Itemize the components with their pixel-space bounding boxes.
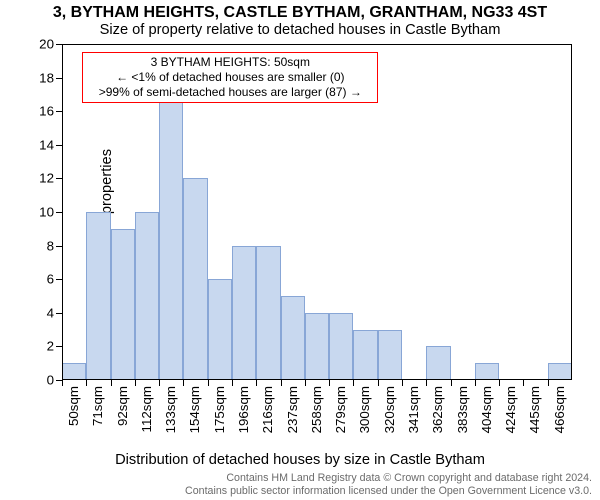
xtick-mark	[135, 380, 136, 386]
xtick-mark	[378, 380, 379, 386]
chart-footer: Contains HM Land Registry data © Crown c…	[0, 472, 592, 498]
xtick-mark	[256, 380, 257, 386]
callout-line3: >99% of semi-detached houses are larger …	[89, 85, 371, 100]
ytick-label: 2	[47, 339, 54, 354]
callout-box: 3 BYTHAM HEIGHTS: 50sqm ← <1% of detache…	[82, 52, 378, 103]
xtick-mark	[548, 380, 549, 386]
chart-title-line2: Size of property relative to detached ho…	[0, 22, 600, 38]
xtick-label: 258sqm	[309, 386, 324, 433]
xtick-mark	[111, 380, 112, 386]
xtick-mark	[159, 380, 160, 386]
property-size-chart: 3, BYTHAM HEIGHTS, CASTLE BYTHAM, GRANTH…	[0, 0, 600, 500]
xtick-mark	[208, 380, 209, 386]
ytick-label: 18	[39, 70, 54, 85]
xtick-mark	[62, 380, 63, 386]
ytick-label: 8	[47, 238, 54, 253]
xtick-mark	[232, 380, 233, 386]
x-axis-label: Distribution of detached houses by size …	[0, 452, 600, 468]
xtick-mark	[426, 380, 427, 386]
xtick-label: 341sqm	[406, 386, 421, 433]
xtick-label: 112sqm	[139, 386, 154, 432]
ytick-label: 14	[39, 137, 54, 152]
ytick-label: 16	[39, 104, 54, 119]
ytick-label: 0	[47, 373, 54, 388]
xtick-mark	[523, 380, 524, 386]
xtick-label: 237sqm	[285, 386, 300, 433]
callout-line2: ← <1% of detached houses are smaller (0)	[89, 70, 371, 85]
xtick-mark	[451, 380, 452, 386]
xtick-label: 175sqm	[212, 386, 227, 433]
xtick-label: 50sqm	[66, 386, 81, 426]
ytick-label: 4	[47, 305, 54, 320]
xtick-label: 133sqm	[163, 386, 178, 433]
xtick-mark	[499, 380, 500, 386]
xtick-label: 404sqm	[479, 386, 494, 433]
callout-line1: 3 BYTHAM HEIGHTS: 50sqm	[89, 55, 371, 70]
xtick-label: 362sqm	[430, 386, 445, 433]
ytick-label: 12	[39, 171, 54, 186]
footer-line1: Contains HM Land Registry data © Crown c…	[0, 472, 592, 485]
plot-area: 02468101214161820 50sqm71sqm92sqm112sqm1…	[62, 44, 572, 380]
xtick-label: 279sqm	[333, 386, 348, 433]
ytick-label: 20	[39, 37, 54, 52]
xtick-label: 216sqm	[260, 386, 275, 433]
xtick-mark	[86, 380, 87, 386]
xtick-mark	[329, 380, 330, 386]
xtick-label: 71sqm	[90, 386, 105, 426]
xtick-label: 424sqm	[503, 386, 518, 433]
chart-title-line1: 3, BYTHAM HEIGHTS, CASTLE BYTHAM, GRANTH…	[0, 4, 600, 22]
xtick-label: 320sqm	[382, 386, 397, 433]
xtick-label: 196sqm	[236, 386, 251, 433]
xtick-label: 383sqm	[455, 386, 470, 433]
xtick-label: 445sqm	[527, 386, 542, 433]
xtick-label: 154sqm	[187, 386, 202, 433]
xtick-label: 466sqm	[552, 386, 567, 433]
xtick-mark	[475, 380, 476, 386]
xtick-mark	[402, 380, 403, 386]
xtick-mark	[281, 380, 282, 386]
xtick-mark	[305, 380, 306, 386]
xtick-mark	[183, 380, 184, 386]
ytick-label: 10	[39, 205, 54, 220]
xtick-mark	[353, 380, 354, 386]
xtick-label: 300sqm	[357, 386, 372, 433]
footer-line2: Contains public sector information licen…	[0, 485, 592, 498]
xtick-label: 92sqm	[115, 386, 130, 426]
ytick-label: 6	[47, 272, 54, 287]
